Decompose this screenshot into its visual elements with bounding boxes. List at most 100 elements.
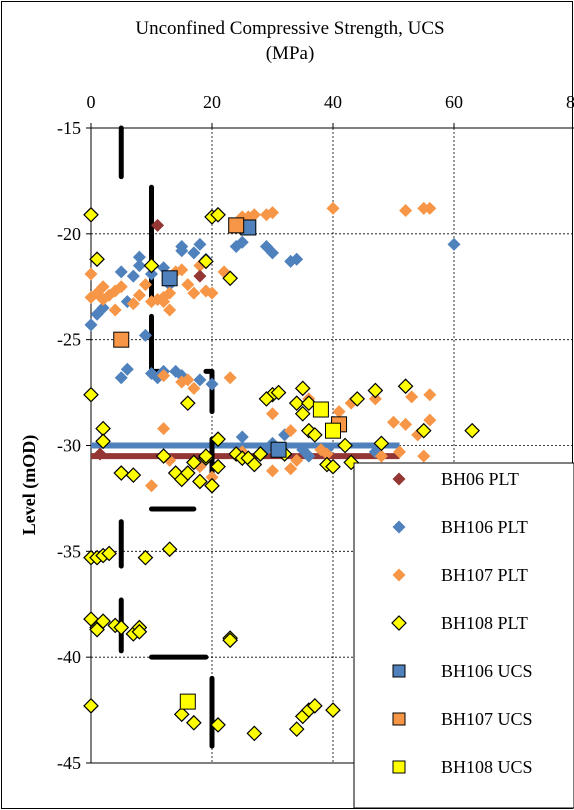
legend-marker — [392, 472, 406, 486]
x-tick-label: 0 — [87, 92, 96, 112]
bh108-plt-point — [325, 702, 341, 718]
bh108-plt-point — [252, 446, 269, 462]
bh108-plt-point — [89, 251, 105, 268]
bh108-plt-point — [192, 473, 208, 490]
legend-label: BH106 PLT — [441, 517, 528, 537]
bh107-plt-point — [368, 392, 382, 406]
bh108-ucs-point — [325, 422, 341, 439]
bh108-plt-point — [198, 253, 214, 270]
bh108-plt-point — [294, 405, 311, 422]
bh107-plt-point — [423, 413, 437, 427]
bh108-plt-point — [113, 465, 130, 481]
bh108-plt-point — [270, 384, 287, 401]
bh108-plt-point — [204, 477, 220, 494]
y-tick-label: -35 — [57, 541, 81, 561]
bh107-plt-point — [320, 447, 334, 461]
bh106-plt-point — [120, 362, 134, 376]
legend-marker — [392, 568, 406, 582]
y-tick-label: -20 — [57, 224, 81, 244]
legend-marker — [392, 760, 406, 774]
bh106-plt-point — [447, 237, 461, 251]
bh106-plt-point — [96, 301, 110, 315]
bh107-plt-point — [266, 407, 279, 421]
bh106-plt-point — [235, 430, 249, 444]
bh107-plt-point — [393, 445, 407, 459]
bh107-plt-point — [266, 464, 279, 478]
y-tick-label: -25 — [57, 330, 81, 350]
bh107-plt-point — [284, 462, 298, 476]
bh108-plt-point — [373, 435, 390, 452]
bh106-ucs-point — [270, 441, 287, 458]
bh108-plt-point — [125, 467, 142, 483]
bh106-plt-point — [266, 246, 279, 260]
legend-label: BH106 UCS — [441, 661, 533, 681]
bh107-plt-point — [247, 208, 261, 222]
bh107-plt-point — [205, 286, 219, 300]
bh107-plt-point — [132, 288, 146, 302]
bh108-plt-point — [137, 549, 154, 566]
chart-title: Unconfined Compressive Strength, UCS — [135, 18, 444, 39]
bh108-plt-point — [186, 454, 202, 471]
legend-marker — [392, 520, 406, 534]
bh108-plt-point — [464, 422, 480, 439]
bh108-plt-point — [349, 391, 366, 407]
bh107-plt-point — [187, 286, 201, 300]
bh106-plt-point — [175, 240, 189, 254]
bh107-plt-point — [266, 206, 279, 220]
bh106-ucs-point — [161, 270, 178, 287]
bh108-plt-point — [131, 623, 148, 640]
bh107-plt-point — [205, 470, 219, 484]
bh107-plt-point — [326, 201, 340, 215]
bh108-plt-point — [258, 391, 275, 407]
chart-subtitle: (MPa) — [266, 43, 315, 64]
bh107-plt-point — [423, 201, 437, 215]
bh108-plt-point — [222, 632, 238, 649]
legend: BH06 PLT BH106 PLT BH107 PLT BH108 PLT BH106… — [353, 462, 574, 809]
bh108-plt-point — [155, 448, 172, 464]
bh107-ucs-point — [228, 217, 245, 234]
legend-marker — [392, 664, 406, 678]
bh107-plt-point — [157, 422, 171, 436]
bh108-plt-point — [186, 714, 202, 731]
bh108-plt-point — [307, 698, 323, 714]
bh06-plt-point — [93, 447, 107, 461]
bh108-plt-point — [95, 613, 111, 630]
bh108-plt-point — [294, 380, 311, 397]
bh108-ucs-point — [312, 401, 329, 418]
bh107-plt-point — [114, 280, 128, 294]
bh107-plt-point — [405, 390, 419, 404]
bh107-plt-point — [187, 381, 201, 395]
bh108-plt-point — [198, 448, 214, 464]
legend-label: BH107 PLT — [441, 565, 528, 585]
bh107-plt-point — [96, 280, 110, 294]
bh106-plt-point — [302, 449, 316, 463]
bh107-plt-point — [138, 278, 152, 292]
bh106-plt-point — [132, 250, 146, 264]
legend-box — [353, 462, 574, 809]
bh107-plt-point — [181, 373, 195, 387]
bh108-plt-point — [210, 458, 226, 475]
plot-area: 0 20 40 60 80 -15 -20 -25 -30 -35 -40 -45 — [57, 92, 574, 773]
bh106-plt-point — [132, 259, 146, 273]
bh107-plt-point — [157, 369, 171, 383]
bh108-plt-point — [288, 395, 305, 412]
bh106-plt-point — [126, 269, 140, 283]
bh108-plt-point — [222, 270, 238, 287]
y-axis-label: Level (mOD) — [19, 435, 40, 535]
y-tick-label: -40 — [57, 647, 81, 667]
bh108-plt-point — [101, 545, 117, 562]
x-tick-label: 80 — [566, 92, 574, 112]
bh06-plt-point — [193, 269, 207, 283]
legend-label: BH108 PLT — [441, 613, 528, 633]
bh107-plt-point — [163, 303, 177, 317]
bh107-plt-point — [145, 479, 158, 493]
bh108-plt-point — [113, 619, 130, 636]
legend-label: BH107 UCS — [441, 709, 533, 729]
bh108-plt-point — [83, 698, 99, 714]
bh108-plt-point — [246, 456, 263, 473]
bh108-plt-point — [161, 541, 178, 558]
bh108-plt-point — [83, 206, 99, 223]
bh107-plt-point — [387, 415, 400, 429]
bh106-plt-point — [114, 371, 128, 385]
